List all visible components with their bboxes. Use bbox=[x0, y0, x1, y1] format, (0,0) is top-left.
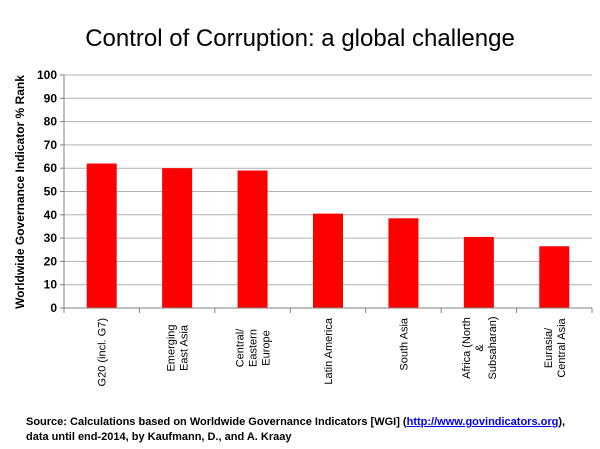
y-tick-label: 50 bbox=[44, 185, 58, 199]
x-tick-label-line: G20 (incl. G7) bbox=[97, 318, 109, 386]
x-tick-label-line: & bbox=[474, 344, 486, 352]
x-tick-label: G20 (incl. G7) bbox=[97, 318, 109, 386]
chart-title: Control of Corruption: a global challeng… bbox=[85, 25, 515, 52]
y-tick-label: 30 bbox=[44, 231, 58, 245]
x-tick-label-line: Eurasia/ bbox=[543, 327, 555, 368]
x-tick-label: Latin America bbox=[323, 317, 335, 385]
y-tick-label: 40 bbox=[44, 208, 58, 222]
y-tick-label: 80 bbox=[44, 115, 58, 129]
y-tick-label: 70 bbox=[44, 138, 58, 152]
x-tick-label: Central/EasternEurope bbox=[235, 328, 273, 367]
y-tick-label: 60 bbox=[44, 161, 58, 175]
bar bbox=[86, 163, 117, 308]
x-tick-label-line: Central/ bbox=[235, 328, 247, 367]
x-tick-label: EmergingEast Asia bbox=[166, 324, 191, 371]
x-axis-ticks: G20 (incl. G7) EmergingEast Asia Central/E… bbox=[63, 308, 593, 386]
source-prefix: Source: Calculations based on Worldwide … bbox=[26, 416, 407, 428]
x-tick-label-line: Emerging bbox=[166, 324, 178, 371]
bar bbox=[162, 168, 193, 308]
x-tick-label-line: Europe bbox=[261, 330, 273, 365]
source-note: Source: Calculations based on Worldwide … bbox=[26, 415, 586, 445]
x-tick-label: South Asia bbox=[398, 317, 410, 370]
bar bbox=[539, 246, 570, 308]
y-tick-label: 10 bbox=[44, 278, 58, 292]
bar bbox=[463, 236, 494, 308]
source-suffix: ), bbox=[558, 416, 566, 428]
x-tick-label: Eurasia/Central Asia bbox=[543, 317, 568, 377]
bar bbox=[237, 170, 268, 308]
bar bbox=[313, 213, 343, 308]
x-tick-label-line: Latin America bbox=[323, 317, 335, 385]
bar bbox=[388, 218, 419, 308]
source-link[interactable]: http://www.govindicators.org bbox=[406, 416, 559, 428]
x-tick-label-line: Eastern bbox=[248, 329, 260, 367]
source-line2: data until end-2014, by Kaufmann, D., an… bbox=[26, 431, 292, 443]
bars bbox=[86, 163, 570, 308]
y-axis-ticks: 0 10 20 30 40 50 60 70 80 90 100 bbox=[37, 68, 64, 315]
y-tick-label: 0 bbox=[50, 301, 57, 315]
y-tick-label: 20 bbox=[44, 254, 58, 268]
x-tick-label: Africa (North&Subsaharan) bbox=[461, 317, 499, 380]
y-axis-label: Worldwide Governance Indicator % Rank bbox=[13, 75, 27, 309]
y-tick-label: 90 bbox=[44, 91, 58, 105]
x-tick-label-line: East Asia bbox=[179, 324, 191, 371]
grid-lines bbox=[64, 74, 592, 286]
x-tick-label-line: Central Asia bbox=[556, 317, 568, 377]
x-tick-label-line: Subsaharan) bbox=[487, 317, 499, 380]
x-tick-label-line: South Asia bbox=[398, 317, 410, 370]
x-tick-label-line: Africa (North bbox=[461, 317, 473, 379]
y-tick-label: 100 bbox=[37, 68, 57, 82]
axes bbox=[63, 75, 592, 309]
